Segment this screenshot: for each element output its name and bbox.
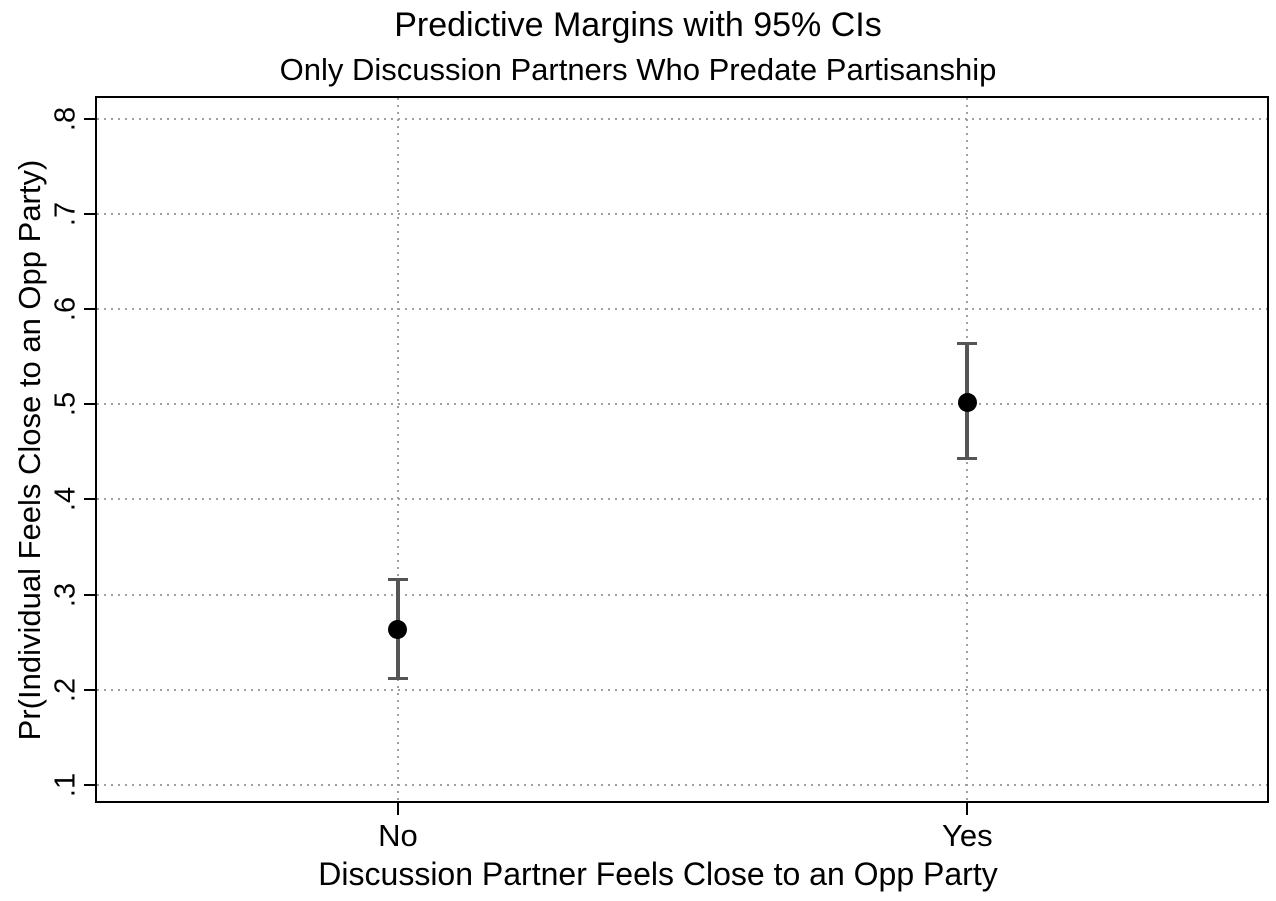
x-tick-mark [966, 803, 969, 815]
y-tick-label: .6 [49, 297, 82, 322]
x-axis-title: Discussion Partner Feels Close to an Opp… [318, 856, 998, 892]
data-point-marker [388, 620, 408, 640]
y-tick-label: .2 [49, 677, 82, 702]
y-tick-mark [84, 117, 95, 120]
y-tick-label: .7 [49, 201, 82, 227]
category-label-no: No [378, 818, 418, 853]
y-tick-label: .4 [49, 487, 82, 512]
y-gridline [97, 783, 1267, 786]
y-tick-label: .8 [49, 106, 82, 132]
y-gridline [97, 403, 1267, 406]
y-gridline [97, 688, 1267, 691]
data-point-marker [957, 392, 977, 412]
y-tick-mark [84, 593, 95, 596]
chart-subtitle: Only Discussion Partners Who Predate Par… [279, 52, 997, 87]
y-tick-mark [84, 783, 95, 786]
y-tick-label: .5 [49, 392, 82, 417]
ci-cap-upper [387, 578, 408, 582]
ci-cap-lower [387, 677, 408, 681]
x-gridline [396, 98, 399, 801]
y-tick-mark [84, 213, 95, 216]
y-gridline [97, 117, 1267, 120]
chart-title: Predictive Margins with 95% CIs [394, 6, 882, 44]
y-gridline [97, 498, 1267, 501]
y-tick-mark [84, 688, 95, 691]
y-tick-mark [84, 403, 95, 406]
plot-area [95, 96, 1269, 803]
ci-cap-lower [957, 457, 978, 461]
ci-cap-upper [957, 342, 978, 346]
y-gridline [97, 593, 1267, 596]
y-axis-title: Pr(Individual Feels Close to an Opp Part… [12, 159, 47, 741]
y-tick-label: .3 [49, 582, 82, 607]
y-tick-mark [84, 498, 95, 501]
y-gridline [97, 213, 1267, 216]
y-tick-mark [84, 308, 95, 311]
y-tick-label: .1 [49, 772, 82, 797]
x-tick-mark [396, 803, 399, 815]
y-gridline [97, 308, 1267, 311]
category-label-yes: Yes [941, 818, 993, 853]
